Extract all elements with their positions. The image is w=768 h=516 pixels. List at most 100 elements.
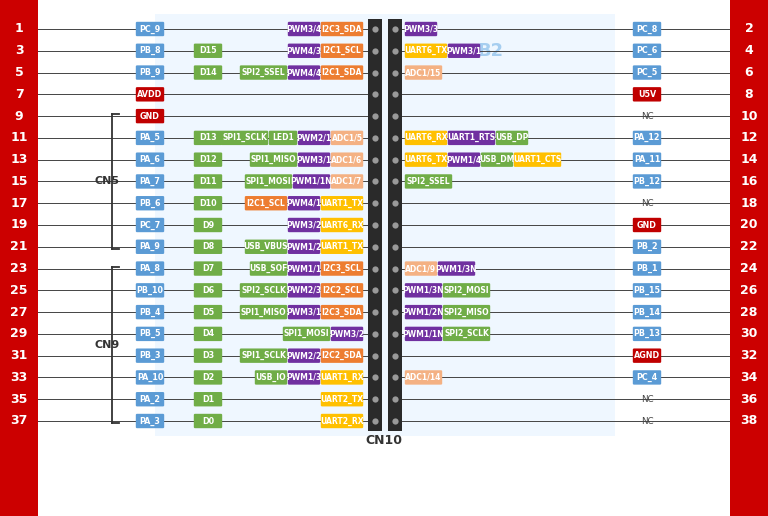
Text: 13: 13 [10, 153, 28, 166]
FancyBboxPatch shape [136, 22, 164, 36]
FancyBboxPatch shape [331, 152, 363, 167]
Text: PWM1/1N: PWM1/1N [290, 177, 333, 186]
FancyBboxPatch shape [194, 305, 222, 319]
FancyBboxPatch shape [633, 152, 661, 167]
FancyBboxPatch shape [443, 305, 490, 319]
Text: D8: D8 [202, 243, 214, 251]
Text: UART6_RX: UART6_RX [320, 220, 364, 230]
Text: UART6_RX: UART6_RX [404, 133, 448, 142]
Text: PC_6: PC_6 [637, 46, 657, 55]
Text: PB_6: PB_6 [139, 199, 161, 208]
FancyBboxPatch shape [293, 174, 330, 189]
Text: PWM3/2: PWM3/2 [286, 220, 322, 230]
FancyBboxPatch shape [633, 174, 661, 189]
FancyBboxPatch shape [194, 392, 222, 407]
FancyBboxPatch shape [321, 239, 363, 254]
FancyBboxPatch shape [321, 370, 363, 384]
Text: D2: D2 [202, 373, 214, 382]
Text: PWM4/4: PWM4/4 [286, 68, 322, 77]
FancyBboxPatch shape [448, 131, 495, 145]
FancyBboxPatch shape [321, 218, 363, 232]
Text: PC_9: PC_9 [139, 24, 161, 34]
FancyBboxPatch shape [633, 43, 661, 58]
Text: 15: 15 [10, 175, 28, 188]
FancyBboxPatch shape [331, 131, 363, 145]
Text: UART1_TX: UART1_TX [320, 199, 363, 208]
Text: PA_10: PA_10 [137, 373, 163, 382]
Text: UART1_RTS: UART1_RTS [448, 133, 495, 142]
Text: PB_3: PB_3 [139, 351, 161, 360]
Text: 38: 38 [740, 414, 757, 427]
Text: D10: D10 [199, 199, 217, 208]
Text: 8: 8 [745, 88, 753, 101]
Text: SPI2_SCLK: SPI2_SCLK [241, 286, 286, 295]
Text: PC_4: PC_4 [637, 373, 657, 382]
FancyBboxPatch shape [136, 66, 164, 80]
Text: SPI2_SSEL: SPI2_SSEL [242, 68, 286, 77]
Text: UART6_TX: UART6_TX [405, 155, 448, 164]
Text: D5: D5 [202, 308, 214, 317]
FancyBboxPatch shape [194, 43, 222, 58]
FancyBboxPatch shape [136, 392, 164, 407]
Text: UART1_CTS: UART1_CTS [513, 155, 561, 164]
Text: NC: NC [641, 395, 654, 404]
Text: PC_5: PC_5 [637, 68, 657, 77]
FancyBboxPatch shape [496, 131, 528, 145]
Text: 27: 27 [10, 305, 28, 318]
FancyBboxPatch shape [481, 152, 513, 167]
Text: ADC1/14: ADC1/14 [406, 373, 442, 382]
Text: PA_12: PA_12 [634, 133, 660, 142]
FancyBboxPatch shape [298, 152, 330, 167]
Text: PWM1/3N: PWM1/3N [402, 286, 445, 295]
Text: PWM1/4: PWM1/4 [446, 155, 482, 164]
Text: PB_14: PB_14 [634, 308, 660, 317]
FancyBboxPatch shape [136, 348, 164, 363]
FancyBboxPatch shape [321, 22, 363, 36]
Text: NC: NC [641, 416, 654, 426]
Text: PWM4/1: PWM4/1 [286, 199, 322, 208]
Bar [730, 0, 768, 516]
FancyBboxPatch shape [136, 174, 164, 189]
Text: 33: 33 [11, 371, 28, 384]
Text: 35: 35 [10, 393, 28, 406]
FancyBboxPatch shape [321, 305, 363, 319]
Text: SPI1_MOSI: SPI1_MOSI [246, 177, 291, 186]
Text: 34: 34 [740, 371, 758, 384]
Text: SPI1_SCLK: SPI1_SCLK [241, 351, 286, 360]
Text: 18: 18 [740, 197, 758, 209]
Text: PA_2: PA_2 [140, 395, 161, 404]
Text: PWM1/2N: PWM1/2N [402, 308, 445, 317]
Text: SPI1_SCLK: SPI1_SCLK [222, 133, 267, 142]
FancyBboxPatch shape [136, 327, 164, 341]
Text: PWM3/3: PWM3/3 [403, 24, 439, 34]
FancyBboxPatch shape [245, 239, 287, 254]
Text: I2C2_SCL: I2C2_SCL [323, 286, 362, 295]
FancyBboxPatch shape [240, 348, 287, 363]
FancyBboxPatch shape [136, 196, 164, 211]
FancyBboxPatch shape [633, 218, 661, 232]
Text: 16: 16 [740, 175, 758, 188]
Text: 7: 7 [15, 88, 23, 101]
FancyBboxPatch shape [405, 327, 442, 341]
FancyBboxPatch shape [321, 348, 363, 363]
Text: PB_2: PB_2 [636, 242, 658, 251]
Text: PWM3/4: PWM3/4 [286, 24, 322, 34]
Bar [0, 0, 38, 516]
FancyBboxPatch shape [194, 283, 222, 298]
Text: AGND: AGND [634, 351, 660, 360]
FancyBboxPatch shape [405, 43, 447, 58]
FancyBboxPatch shape [136, 109, 164, 123]
Text: PWM2/2: PWM2/2 [286, 351, 322, 360]
FancyBboxPatch shape [288, 305, 320, 319]
Text: PC_7: PC_7 [139, 220, 161, 230]
FancyBboxPatch shape [221, 131, 268, 145]
Text: 23: 23 [10, 262, 28, 275]
FancyBboxPatch shape [136, 262, 164, 276]
Text: I2C1_SCL: I2C1_SCL [323, 46, 362, 55]
FancyBboxPatch shape [405, 305, 442, 319]
FancyBboxPatch shape [633, 66, 661, 80]
FancyBboxPatch shape [438, 262, 475, 276]
FancyBboxPatch shape [136, 43, 164, 58]
Text: PA_8: PA_8 [140, 264, 161, 273]
FancyBboxPatch shape [405, 370, 442, 384]
